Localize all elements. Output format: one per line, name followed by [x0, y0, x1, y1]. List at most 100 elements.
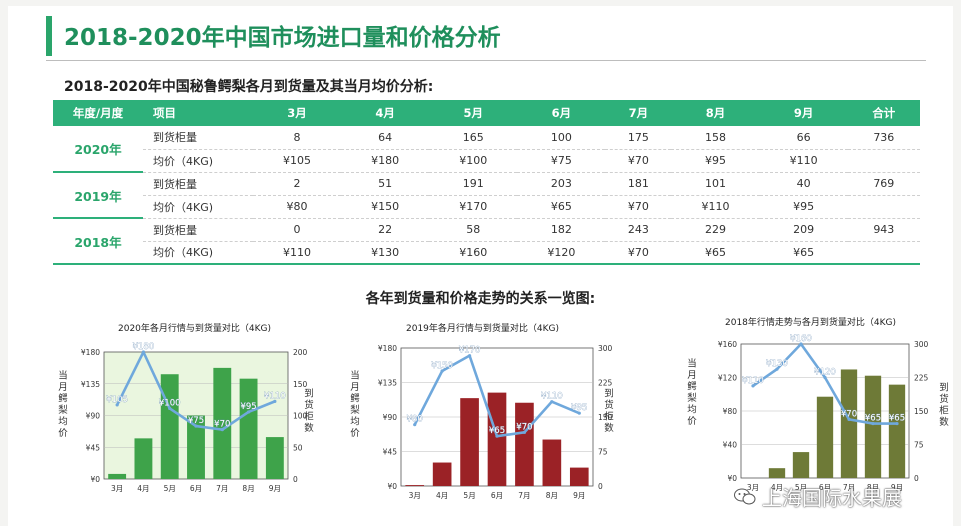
row-item-label: 均价（4KG)	[143, 149, 253, 173]
price-point	[273, 399, 277, 403]
header-jun: 6月	[517, 100, 606, 126]
left-tick-label: ¥90	[383, 413, 398, 422]
category-label: 5月	[463, 491, 475, 500]
chart-2018-right-axis-title: 到货柜数	[937, 382, 948, 428]
chart-2019-right-axis-title: 到货柜数	[602, 388, 613, 434]
table-row: 均价（4KG) ¥105 ¥180 ¥100 ¥75 ¥70 ¥95 ¥110	[53, 149, 920, 173]
left-tick-label: ¥40	[723, 441, 738, 450]
chart-2020-left-axis-title: 当月鳄梨均价	[56, 370, 67, 439]
price-point	[246, 410, 251, 414]
price-point	[775, 367, 779, 371]
table-cell: 175	[605, 126, 672, 150]
bar	[213, 367, 232, 479]
table-cell: ¥65	[671, 241, 760, 265]
row-total: 943	[847, 218, 920, 242]
price-point	[799, 342, 803, 346]
page-title: 2018-2020年中国市场进口量和价格分析	[64, 25, 501, 51]
chart-2019-left-axis-title: 当月鳄梨均价	[348, 370, 359, 439]
table-cell: ¥160	[429, 241, 518, 265]
header-may: 5月	[429, 100, 518, 126]
bar	[542, 439, 562, 486]
category-label: 6月	[491, 491, 503, 500]
table-cell: ¥70	[605, 149, 672, 173]
watermark: 上海国际水果展	[734, 482, 902, 511]
price-data-label: ¥180	[133, 342, 155, 352]
price-point	[550, 400, 554, 404]
table-cell: ¥130	[341, 241, 430, 265]
right-tick-label: 300	[598, 344, 613, 353]
price-point	[194, 424, 198, 428]
category-label: 9月	[891, 483, 903, 492]
price-data-label: ¥70	[214, 420, 230, 430]
price-point	[220, 428, 224, 432]
price-point	[522, 430, 527, 434]
category-label: 7月	[216, 484, 228, 493]
row-item-label: 均价（4KG)	[143, 195, 253, 219]
price-data-label: ¥95	[240, 402, 256, 412]
right-tick-label: 75	[914, 441, 924, 450]
price-point	[440, 369, 444, 373]
bar	[265, 437, 284, 479]
row-item-label: 到货柜量	[143, 126, 253, 150]
table-cell: ¥105	[253, 149, 342, 173]
chart-2019-title: 2019年各月行情与到货量对比（4KG)	[406, 324, 560, 334]
table-cell: ¥95	[671, 149, 760, 173]
category-label: 4月	[771, 483, 783, 492]
row-total: 769	[847, 172, 920, 196]
bar	[160, 374, 179, 479]
table-cell: 203	[517, 172, 606, 196]
bar	[134, 438, 153, 479]
row-total	[847, 241, 920, 265]
price-point	[823, 375, 827, 380]
price-data-label: ¥110	[264, 391, 286, 401]
bar	[515, 402, 534, 486]
price-data-label: ¥105	[106, 395, 128, 405]
header-year: 年度/月度	[53, 100, 143, 126]
table-cell: ¥70	[605, 241, 672, 265]
table-cell: 229	[671, 218, 760, 242]
price-point	[577, 411, 581, 415]
left-tick-label: ¥135	[81, 380, 100, 389]
right-tick-label: 150	[914, 407, 929, 416]
table-cell: 2	[253, 172, 342, 196]
table-cell: 66	[759, 126, 848, 150]
table-cell: 0	[253, 218, 342, 242]
category-label: 7月	[518, 491, 530, 500]
table-cell: 165	[429, 126, 518, 150]
price-data-label: ¥70	[841, 409, 857, 419]
row-item-label: 到货柜量	[143, 218, 253, 242]
price-data-label: ¥110	[541, 392, 563, 402]
left-tick-label: ¥90	[86, 412, 101, 421]
left-tick-label: ¥135	[378, 379, 397, 388]
left-tick-label: ¥0	[727, 474, 737, 483]
header-jul: 7月	[605, 100, 672, 126]
bar	[888, 384, 906, 478]
table-cell: ¥75	[517, 149, 606, 173]
left-tick-label: ¥0	[90, 475, 100, 484]
right-tick-label: 0	[598, 482, 603, 491]
category-label: 8月	[546, 491, 558, 500]
right-tick-label: 50	[293, 443, 303, 452]
bar	[816, 396, 834, 478]
category-label: 5月	[164, 484, 176, 493]
chart-2018-plot: ¥0 0 ¥40 75 ¥80 150 ¥120 225 ¥160 300 3月 4月 5月 6月 7月 8月…	[718, 334, 929, 492]
table-cell: 209	[759, 218, 848, 242]
price-point	[168, 406, 172, 411]
price-point	[413, 423, 417, 427]
price-data-label: ¥65	[865, 414, 881, 424]
price-point	[467, 354, 472, 358]
price-data-label: ¥75	[188, 416, 204, 426]
table-row: 2019年 到货柜量 2 51 191 203 181 101 40 769	[53, 172, 920, 219]
bar	[792, 452, 810, 478]
left-tick-label: ¥180	[81, 348, 100, 357]
chart-2018: 2018年行情走势与各月到货量对比（4KG) 当月鳄梨均价 到货柜数 ¥0 0 ¥4…	[673, 312, 953, 502]
table-cell: ¥110	[671, 195, 760, 219]
bar	[239, 378, 258, 479]
chart-2019: 2019年各月行情与到货量对比（4KG) 当月鳄梨均价 到货柜数 ¥0 0 ¥45 7…	[338, 318, 623, 503]
table-cell: ¥180	[341, 149, 430, 173]
price-data-label: ¥130	[766, 359, 788, 369]
table-header-row: 年度/月度 项目 3月 4月 5月 6月 7月 8月 9月 合计	[53, 100, 920, 126]
table-cell: 158	[671, 126, 760, 150]
table-cell: 182	[517, 218, 606, 242]
left-tick-label: ¥80	[723, 407, 738, 416]
